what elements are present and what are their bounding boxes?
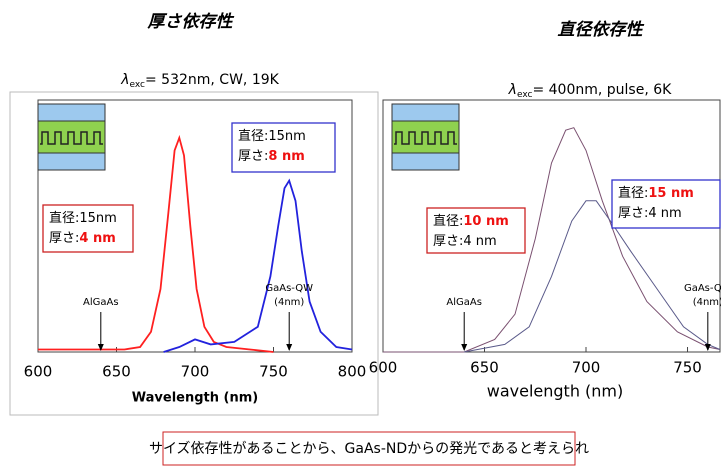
label-part: 直径:15nm <box>49 211 117 226</box>
x-tick-label: 700 <box>181 363 210 381</box>
subscript: exc <box>129 80 145 90</box>
condition-text: = 400nm, pulse, 6K <box>532 82 672 98</box>
x-tick-label: 600 <box>24 363 53 381</box>
arrow-head <box>461 344 467 351</box>
label-part: 厚さ:4 nm <box>618 206 682 221</box>
condition: λexc= 532nm, CW, 19K <box>120 72 279 90</box>
label-part: 直径: <box>433 214 463 229</box>
annotation: GaAs-QW <box>684 283 721 294</box>
x-tick-label: 700 <box>572 359 601 377</box>
annotation: (4nm) <box>274 297 304 308</box>
annotation: GaAs-QW <box>265 283 313 294</box>
x-axis-label: wavelength (nm) <box>487 382 624 401</box>
x-tick-label: 800 <box>338 363 367 381</box>
label: 直径:15nm <box>49 211 117 226</box>
heading: 直径依存性 <box>558 20 645 40</box>
label-part: 直径:15nm <box>238 129 306 144</box>
label: 直径:10 nm <box>433 214 509 229</box>
label-part: 厚さ:4 nm <box>433 234 497 249</box>
label: 厚さ:4 nm <box>618 206 682 221</box>
x-tick-label: 750 <box>259 363 288 381</box>
label-part: 厚さ: <box>238 149 268 164</box>
x-tick-label: 650 <box>102 363 131 381</box>
annotation: AlGaAs <box>446 297 482 308</box>
condition: λexc= 400nm, pulse, 6K <box>508 82 672 100</box>
label-part: 15 nm <box>648 186 693 201</box>
label-part: 直径: <box>618 186 648 201</box>
label: 厚さ:4 nm <box>49 231 116 246</box>
symbol: λ <box>120 72 129 88</box>
condition-text: = 532nm, CW, 19K <box>145 72 280 88</box>
label: 厚さ:4 nm <box>433 234 497 249</box>
label: 直径:15 nm <box>618 186 694 201</box>
x-tick-label: 750 <box>673 359 702 377</box>
label-part: 10 nm <box>463 214 508 229</box>
label-part: 8 nm <box>268 149 304 164</box>
annotation: (4nm) <box>693 297 721 308</box>
label-part: 4 nm <box>79 231 115 246</box>
label: 直径:15nm <box>238 129 306 144</box>
x-tick-label: 600 <box>369 359 398 377</box>
symbol: λ <box>508 82 517 98</box>
subscript: exc <box>517 90 533 100</box>
label: 厚さ:8 nm <box>238 149 305 164</box>
arrow-head <box>286 344 292 351</box>
annotation: AlGaAs <box>83 297 119 308</box>
note: サイズ依存性があることから、GaAs-NDからの発光であると考えられ <box>149 441 589 457</box>
line <box>164 181 352 352</box>
label-part: 厚さ: <box>49 231 79 246</box>
heading: 厚さ依存性 <box>147 12 235 32</box>
x-tick-label: 650 <box>470 359 499 377</box>
slide: 厚さ依存性 直径依存性 サイズ依存性があることから、GaAs-NDからの発光であ… <box>0 0 721 466</box>
x-axis-label: Wavelength (nm) <box>132 391 258 406</box>
